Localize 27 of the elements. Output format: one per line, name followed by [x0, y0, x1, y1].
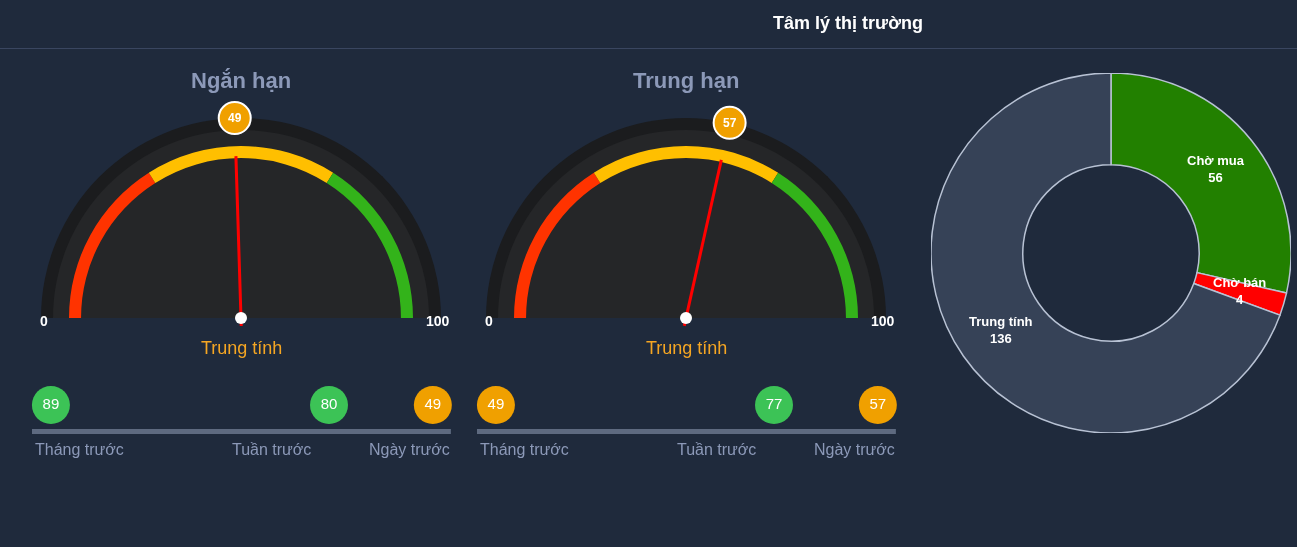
text: Trung tính: [201, 338, 283, 358]
text: 57: [723, 116, 737, 130]
data-label: 89: [42, 394, 60, 412]
data-label: 57: [869, 394, 887, 412]
category-label: Tháng trước: [480, 441, 569, 458]
data-label: 56: [1208, 169, 1223, 185]
data-label: 77: [765, 394, 783, 412]
category-label: Ngày trước: [369, 441, 450, 458]
chart-title: Trung hạn: [633, 68, 740, 93]
data-label: 49: [424, 394, 442, 412]
text: 100: [426, 313, 450, 329]
text: 0: [40, 313, 48, 329]
data-label: 136: [989, 330, 1012, 346]
chart-title: Ngắn hạn: [191, 68, 292, 93]
category-label: Tuần trước: [677, 441, 757, 458]
data-label: 80: [320, 394, 338, 412]
text: 49: [228, 111, 242, 125]
text: 0: [485, 313, 493, 329]
chart-title: Tâm lý thị trường: [772, 13, 924, 34]
text: Trung tính: [646, 338, 728, 358]
text: 100: [871, 313, 895, 329]
slice-label: Trung tính: [969, 314, 1033, 329]
category-label: Ngày trước: [814, 441, 895, 458]
category-label: Tháng trước: [35, 441, 124, 458]
data-label: 49: [487, 394, 505, 412]
category-label: Tuần trước: [232, 441, 312, 458]
slice-label: Chờ mua: [1187, 153, 1245, 168]
